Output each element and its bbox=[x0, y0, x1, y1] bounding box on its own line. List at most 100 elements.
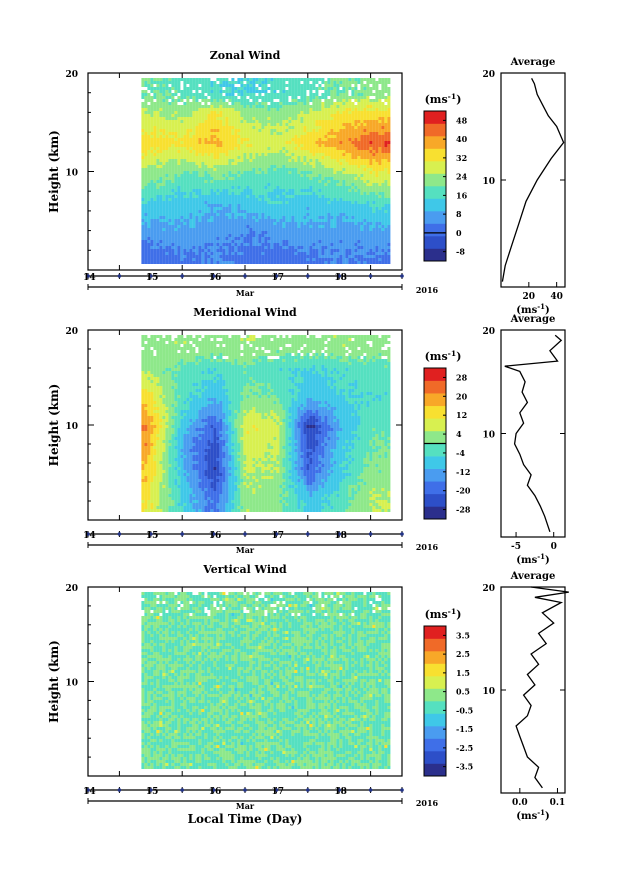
heatmap-cell bbox=[144, 150, 147, 153]
heatmap-cell bbox=[267, 144, 270, 147]
heatmap-cell bbox=[186, 126, 189, 129]
heatmap-cell bbox=[147, 81, 150, 84]
heatmap-cell bbox=[180, 105, 183, 108]
heatmap-cell bbox=[282, 201, 285, 204]
heatmap-cell bbox=[291, 153, 294, 156]
heatmap-cell bbox=[267, 192, 270, 195]
heatmap-cell bbox=[189, 177, 192, 180]
heatmap-cell bbox=[291, 78, 294, 81]
heatmap-cell bbox=[165, 159, 168, 162]
heatmap-cell bbox=[162, 96, 165, 99]
heatmap-cell bbox=[312, 93, 315, 96]
heatmap-cell bbox=[372, 207, 375, 210]
heatmap-cell bbox=[357, 105, 360, 108]
heatmap-cell bbox=[249, 219, 252, 222]
heatmap-cell bbox=[345, 165, 348, 168]
heatmap-cell bbox=[192, 117, 195, 120]
heatmap-cell bbox=[171, 108, 174, 111]
heatmap-cell bbox=[234, 222, 237, 225]
heatmap-cell bbox=[348, 198, 351, 201]
heatmap-cell bbox=[303, 213, 306, 216]
heatmap-cell bbox=[375, 171, 378, 174]
heatmap-cell bbox=[183, 180, 186, 183]
heatmap-cell bbox=[369, 180, 372, 183]
heatmap-cell bbox=[225, 144, 228, 147]
heatmap-cell bbox=[210, 144, 213, 147]
heatmap-cell bbox=[258, 147, 261, 150]
heatmap-cell bbox=[360, 96, 363, 99]
heatmap-cell bbox=[198, 120, 201, 123]
heatmap-cell bbox=[204, 213, 207, 216]
heatmap-cell bbox=[333, 138, 336, 141]
heatmap-cell bbox=[294, 198, 297, 201]
heatmap-cell bbox=[183, 150, 186, 153]
heatmap-cell bbox=[237, 174, 240, 177]
heatmap-cell bbox=[252, 201, 255, 204]
heatmap-cell bbox=[384, 156, 387, 159]
heatmap-cell bbox=[219, 84, 222, 87]
heatmap-cell bbox=[147, 222, 150, 225]
heatmap-cell bbox=[213, 141, 216, 144]
heatmap-cell bbox=[165, 189, 168, 192]
heatmap-cell bbox=[246, 120, 249, 123]
heatmap-cell bbox=[363, 132, 366, 135]
heatmap-cell bbox=[159, 111, 162, 114]
heatmap-cell bbox=[363, 153, 366, 156]
heatmap-cell bbox=[300, 144, 303, 147]
heatmap-cell bbox=[258, 144, 261, 147]
heatmap-cell bbox=[201, 87, 204, 90]
heatmap-cell bbox=[201, 120, 204, 123]
heatmap-cell bbox=[318, 114, 321, 117]
heatmap-cell bbox=[387, 192, 390, 195]
heatmap-cell bbox=[249, 204, 252, 207]
heatmap-cell bbox=[210, 135, 213, 138]
heatmap-cell bbox=[225, 114, 228, 117]
heatmap-cell bbox=[204, 183, 207, 186]
heatmap-cell bbox=[381, 105, 384, 108]
heatmap-cell bbox=[300, 216, 303, 219]
heatmap-cell bbox=[312, 153, 315, 156]
heatmap-cell bbox=[366, 219, 369, 222]
heatmap-cell bbox=[213, 96, 216, 99]
heatmap-cell bbox=[141, 222, 144, 225]
heatmap-cell bbox=[195, 195, 198, 198]
heatmap-cell bbox=[195, 162, 198, 165]
heatmap-cell bbox=[333, 162, 336, 165]
heatmap-cell bbox=[219, 219, 222, 222]
heatmap-cell bbox=[330, 126, 333, 129]
heatmap-cell bbox=[318, 144, 321, 147]
heatmap-cell bbox=[258, 123, 261, 126]
heatmap-cell bbox=[162, 156, 165, 159]
heatmap-cell bbox=[258, 183, 261, 186]
heatmap-cell bbox=[204, 219, 207, 222]
heatmap-cell bbox=[267, 150, 270, 153]
heatmap-cell bbox=[243, 213, 246, 216]
heatmap-cell bbox=[327, 183, 330, 186]
heatmap-cell bbox=[291, 141, 294, 144]
heatmap-cell bbox=[177, 195, 180, 198]
heatmap-cell bbox=[285, 186, 288, 189]
heatmap-cell bbox=[183, 144, 186, 147]
heatmap-cell bbox=[186, 144, 189, 147]
heatmap-cell bbox=[312, 168, 315, 171]
heatmap-cell bbox=[327, 138, 330, 141]
heatmap-cell bbox=[255, 117, 258, 120]
heatmap-cell bbox=[297, 171, 300, 174]
heatmap-cell bbox=[324, 96, 327, 99]
heatmap-cell bbox=[183, 132, 186, 135]
heatmap-cell bbox=[312, 177, 315, 180]
heatmap-cell bbox=[336, 138, 339, 141]
heatmap-cell bbox=[276, 162, 279, 165]
heatmap-cell bbox=[216, 210, 219, 213]
heatmap-cell bbox=[153, 174, 156, 177]
heatmap-cell bbox=[225, 78, 228, 81]
heatmap-cell bbox=[150, 174, 153, 177]
heatmap-cell bbox=[240, 174, 243, 177]
heatmap-cell bbox=[387, 180, 390, 183]
heatmap-cell bbox=[222, 180, 225, 183]
heatmap-cell bbox=[324, 201, 327, 204]
heatmap-cell bbox=[255, 159, 258, 162]
heatmap-cell bbox=[210, 192, 213, 195]
heatmap-cell bbox=[159, 165, 162, 168]
heatmap-cell bbox=[228, 201, 231, 204]
